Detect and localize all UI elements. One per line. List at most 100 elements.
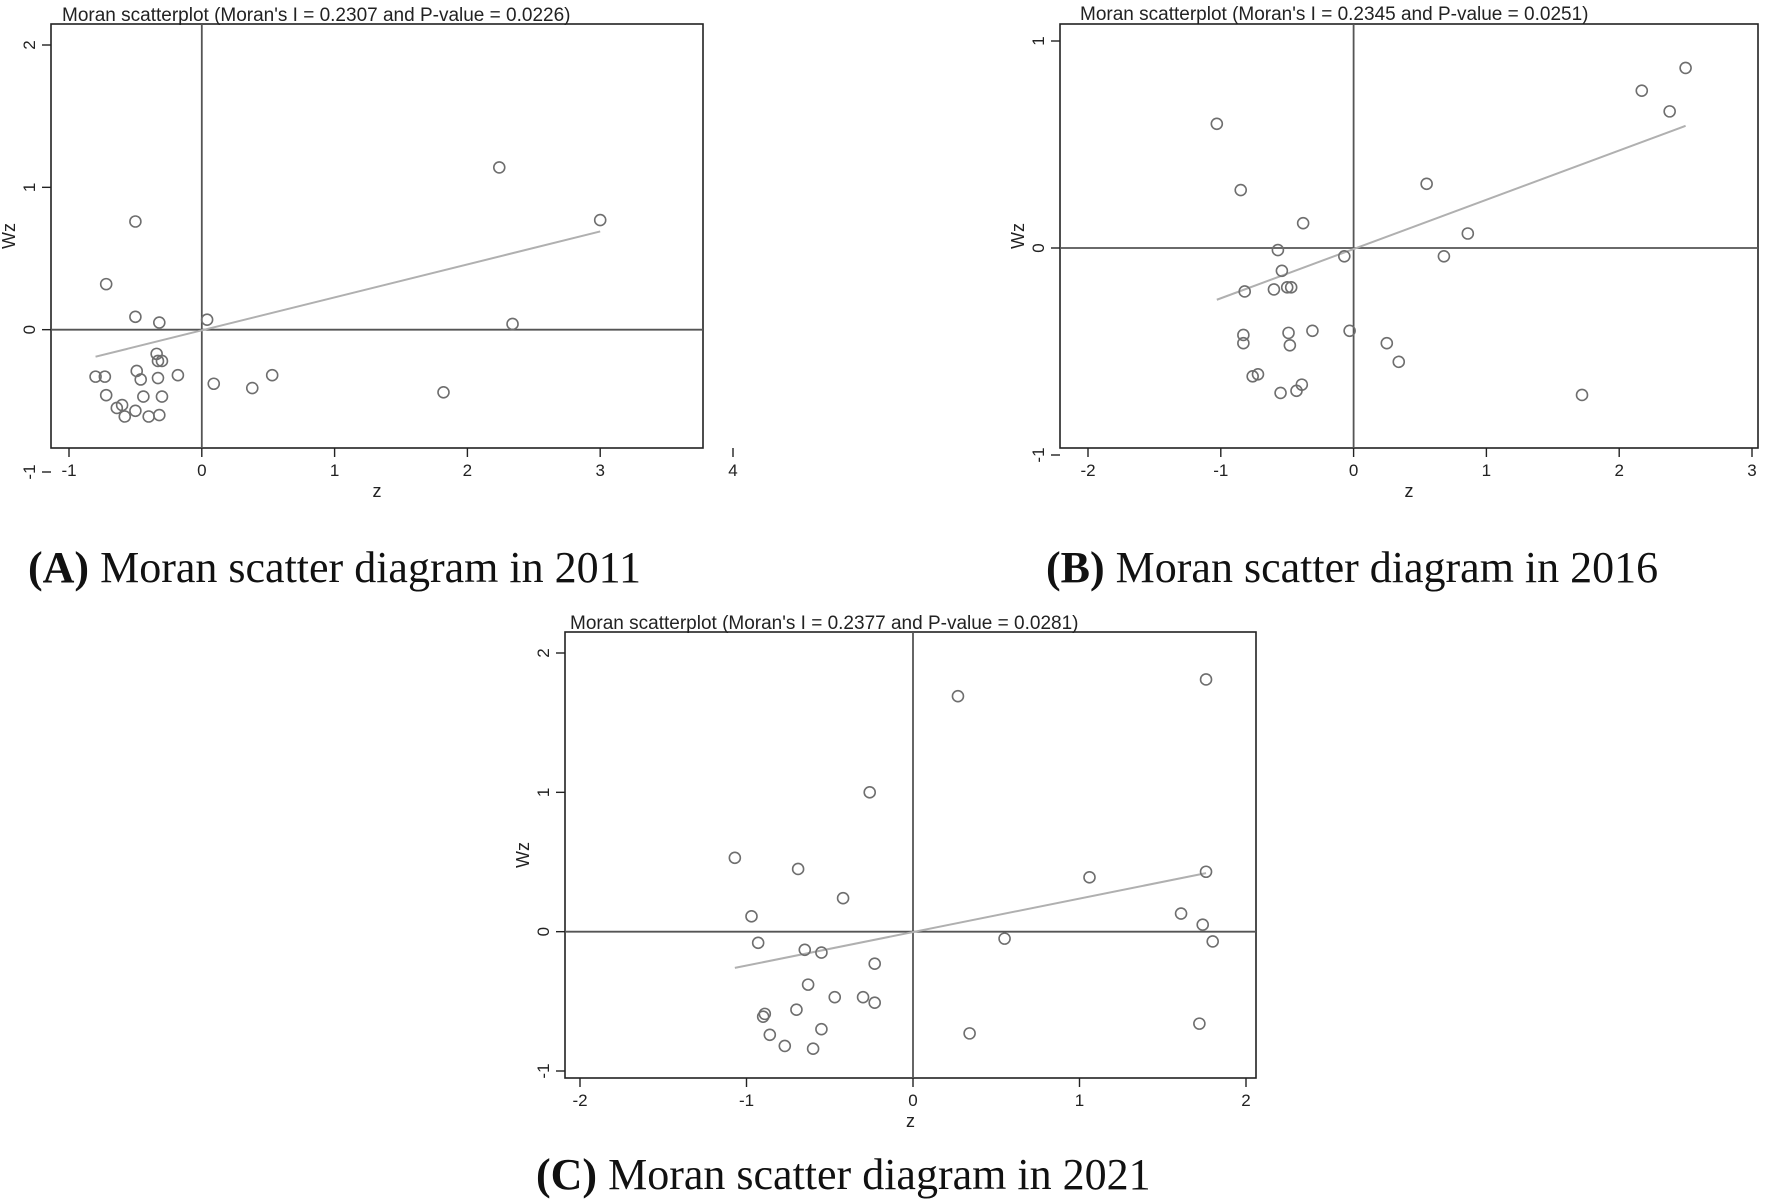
plot-frame	[1059, 23, 1759, 449]
data-point	[1284, 281, 1298, 294]
data-point	[1267, 283, 1281, 296]
data-point	[778, 1039, 792, 1053]
data-point	[265, 368, 279, 382]
x-axis-label: z	[1405, 481, 1414, 501]
y-tick-label: 0	[1029, 243, 1048, 252]
moran-panel-1: Moran scatterplot (Moran's I = 0.2307 an…	[0, 5, 738, 501]
data-point	[1174, 907, 1188, 920]
data-point	[1635, 84, 1649, 97]
data-point	[99, 388, 113, 402]
data-point	[868, 957, 882, 971]
data-point	[1338, 249, 1351, 263]
data-point	[758, 1007, 772, 1021]
data-point	[1237, 328, 1250, 342]
data-point	[963, 1027, 976, 1040]
y-tick-label: -1	[1029, 447, 1048, 462]
caption-text: Moran scatter diagram in 2011	[89, 543, 641, 592]
data-point	[836, 891, 850, 905]
plot-frame	[564, 631, 1257, 1079]
data-point	[153, 316, 166, 329]
x-tick-label: 2	[463, 461, 472, 480]
data-point	[1437, 249, 1451, 263]
x-tick-label: 3	[1747, 461, 1756, 480]
data-point	[1193, 1017, 1206, 1030]
y-axis-label: Wz	[513, 842, 533, 868]
data-point	[1306, 324, 1319, 338]
data-point	[200, 313, 214, 327]
data-point	[1280, 281, 1294, 294]
data-point	[153, 408, 166, 422]
plot-frame	[50, 23, 704, 449]
data-point	[1238, 285, 1252, 298]
data-point	[129, 404, 142, 418]
data-point	[171, 368, 185, 382]
data-point	[1575, 388, 1589, 402]
data-point	[763, 1028, 777, 1042]
x-tick-label: -2	[1080, 461, 1095, 480]
data-point	[828, 990, 842, 1004]
chart-title: Moran scatterplot (Moran's I = 0.2345 an…	[1080, 4, 1588, 25]
data-point	[1295, 378, 1309, 391]
x-tick-label: 0	[197, 461, 206, 480]
x-tick-label: 0	[1349, 461, 1358, 480]
caption-1: (A) Moran scatter diagram in 2011	[28, 543, 641, 592]
data-point	[801, 978, 815, 991]
fit-line	[95, 230, 601, 358]
data-point	[98, 370, 112, 383]
data-point	[137, 390, 150, 403]
data-point	[1206, 935, 1219, 948]
data-point	[129, 215, 142, 228]
data-point	[142, 410, 155, 423]
data-point	[951, 689, 965, 703]
chart-title: Moran scatterplot (Moran's I = 0.2377 an…	[570, 613, 1078, 634]
data-point	[790, 1003, 803, 1016]
data-point	[1282, 326, 1295, 340]
data-point	[798, 943, 812, 957]
x-axis-label: z	[373, 481, 382, 501]
y-tick-label: -1	[20, 464, 39, 479]
caption-text: Moran scatter diagram in 2016	[1105, 543, 1659, 592]
y-tick-label: 1	[20, 183, 39, 192]
data-point	[245, 381, 259, 395]
data-point	[129, 310, 142, 324]
data-point	[118, 410, 132, 423]
x-tick-label: 2	[1614, 461, 1623, 480]
caption-text: Moran scatter diagram in 2021	[597, 1150, 1151, 1199]
caption-2: (B) Moran scatter diagram in 2016	[1046, 543, 1658, 592]
x-tick-label: 1	[1482, 461, 1491, 480]
data-point	[1275, 264, 1289, 278]
data-point	[868, 996, 882, 1010]
data-point	[1420, 177, 1433, 191]
data-point	[815, 1022, 828, 1036]
data-point	[1199, 865, 1213, 879]
x-tick-label: 1	[1075, 1091, 1084, 1110]
data-point	[1296, 216, 1310, 230]
fit-line	[734, 872, 1207, 969]
data-point	[207, 377, 221, 391]
data-point	[134, 373, 148, 386]
data-point	[151, 371, 165, 385]
data-point	[1210, 117, 1224, 131]
y-tick-label: -1	[534, 1063, 553, 1078]
data-point	[728, 851, 742, 865]
data-point	[751, 936, 765, 950]
data-point	[745, 910, 758, 923]
data-point	[1234, 183, 1248, 197]
data-point	[1380, 336, 1394, 350]
y-axis-label: Wz	[1008, 223, 1028, 249]
caption-3: (C) Moran scatter diagram in 2021	[536, 1150, 1151, 1199]
data-point	[593, 213, 607, 227]
x-tick-label: 1	[330, 461, 339, 480]
data-point	[1679, 61, 1692, 75]
data-point	[89, 370, 102, 383]
x-tick-label: 3	[595, 461, 604, 480]
data-point	[437, 385, 450, 399]
data-point	[791, 862, 805, 876]
moran-panel-2: Moran scatterplot (Moran's I = 0.2345 an…	[1008, 4, 1759, 501]
x-tick-label: -1	[739, 1091, 754, 1110]
y-tick-label: 0	[534, 927, 553, 936]
data-point	[815, 946, 828, 959]
data-point	[1196, 918, 1210, 932]
data-point	[155, 354, 169, 368]
